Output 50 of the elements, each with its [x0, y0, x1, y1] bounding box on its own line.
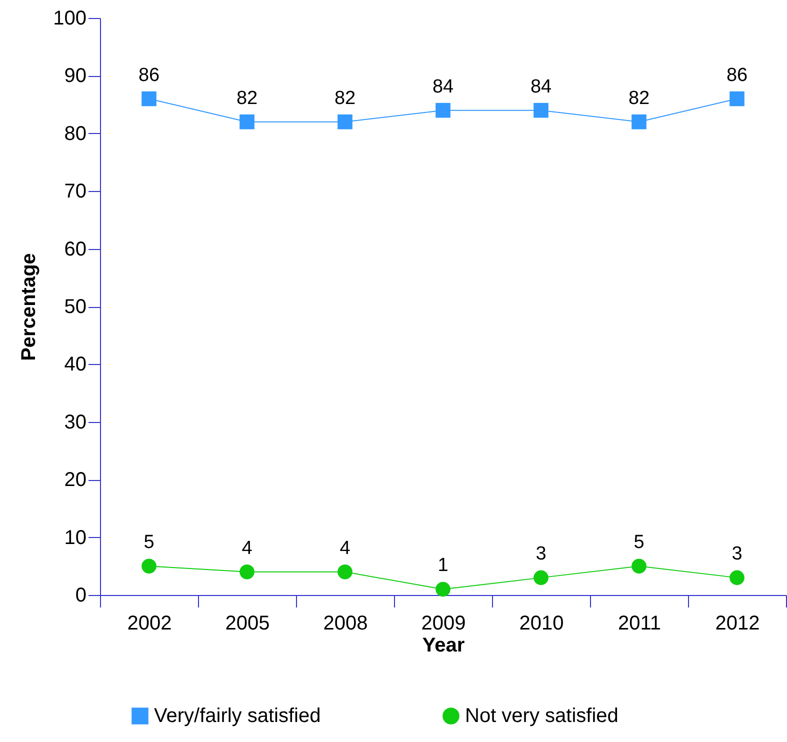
- point: [142, 91, 156, 106]
- x-tick-label: 2008: [323, 612, 368, 634]
- point: [338, 114, 352, 130]
- y-tick-label: 70: [64, 180, 86, 203]
- point: [240, 114, 254, 130]
- legend-label: Not very satisfied: [465, 705, 618, 727]
- y-tick-label: 10: [64, 526, 86, 549]
- y-tick-label: 90: [64, 65, 86, 88]
- data-label: 4: [242, 538, 253, 559]
- data-label: 86: [138, 64, 160, 86]
- data-label: 86: [726, 64, 748, 86]
- y-axis-title: Percentage: [18, 253, 40, 361]
- point: [436, 582, 450, 597]
- y-tick-label: 80: [64, 122, 86, 145]
- data-label: 4: [340, 538, 351, 559]
- x-tick-label: 2010: [519, 612, 564, 634]
- x-axis-title: Year: [422, 634, 465, 656]
- point: [534, 570, 548, 586]
- point: [240, 564, 254, 580]
- point: [730, 91, 744, 106]
- x-tick-label: 2012: [715, 612, 760, 634]
- x-tick-label: 2002: [127, 612, 172, 634]
- legend-label: Very/fairly satisfied: [154, 705, 321, 727]
- x-tick-label: 2005: [225, 612, 270, 634]
- y-tick-label: 60: [64, 238, 86, 260]
- y-tick-label: 30: [64, 411, 86, 434]
- point: [534, 102, 548, 118]
- point: [338, 564, 352, 580]
- y-tick-label: 0: [75, 584, 86, 606]
- data-label: 5: [634, 532, 644, 554]
- data-label: 1: [438, 555, 448, 576]
- y-tick-label: 50: [64, 296, 86, 318]
- y-tick-label: 40: [64, 354, 86, 376]
- point: [142, 558, 156, 574]
- data-label: 82: [236, 88, 258, 109]
- data-label: 3: [536, 544, 546, 565]
- y-tick-label: 20: [64, 469, 86, 492]
- point: [730, 570, 744, 586]
- point: [632, 558, 646, 574]
- data-label: 84: [530, 76, 552, 98]
- x-tick-label: 2009: [421, 612, 466, 634]
- point: [632, 114, 646, 130]
- data-label: 84: [432, 76, 454, 98]
- data-label: 5: [144, 532, 154, 554]
- data-label: 82: [628, 88, 650, 109]
- point: [436, 102, 450, 118]
- x-tick-label: 2011: [618, 612, 662, 634]
- data-label: 3: [732, 544, 742, 565]
- y-tick-label: 100: [53, 8, 86, 30]
- data-label: 82: [334, 88, 356, 109]
